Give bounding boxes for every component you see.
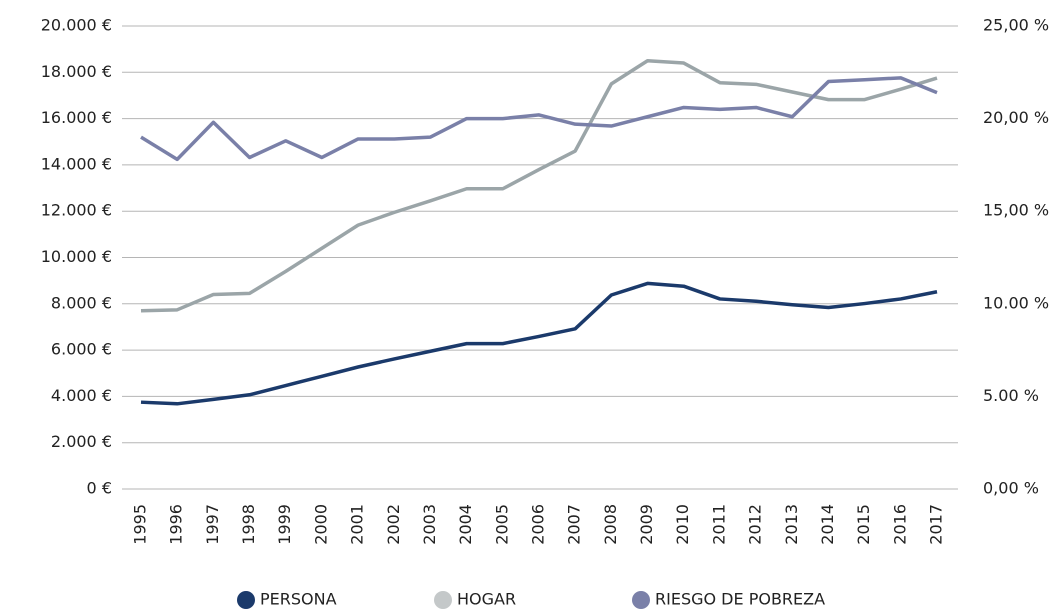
x-tick-label: 2015 [854,504,873,545]
y-tick-label: 8.000 € [51,293,112,312]
y2-tick-label: 20,00 % [983,108,1049,127]
series-line [140,281,938,406]
x-tick-label: 2002 [384,504,403,545]
x-tick-label: 2006 [529,504,548,545]
x-tick-label: 2003 [420,504,439,545]
x-tick-label: 2016 [890,504,909,545]
y-tick-label: 0 € [87,479,112,498]
y-tick-label: 16.000 € [41,108,112,127]
legend-label: HOGAR [457,590,516,609]
x-tick-label: 1996 [167,504,186,545]
x-tick-label: 1998 [239,504,258,545]
x-tick-label: 2000 [311,504,330,545]
x-tick-label: 2008 [601,504,620,545]
y-tick-label: 6.000 € [51,340,112,359]
series-line [140,58,938,313]
y-tick-label: 4.000 € [51,386,112,405]
series-line [140,76,938,162]
legend-label: RIESGO DE POBREZA [655,590,825,609]
x-tick-label: 2001 [348,504,367,545]
legend-marker [237,591,255,609]
x-tick-label: 2004 [456,504,475,545]
x-tick-label: 2012 [746,504,765,545]
y-tick-label: 2.000 € [51,432,112,451]
y2-tick-label: 25,00 % [983,16,1049,35]
x-tick-label: 2017 [927,504,946,545]
legend-marker [434,591,452,609]
legend-marker [632,591,650,609]
x-tick-label: 2011 [709,504,728,545]
x-tick-label: 2005 [492,504,511,545]
x-tick-label: 1999 [275,504,294,545]
legend-label: PERSONA [260,590,337,609]
x-tick-label: 2009 [637,504,656,545]
y2-tick-label: 10.00 % [983,293,1049,312]
y2-tick-label: 5.00 % [983,386,1039,405]
y2-tick-label: 15,00 % [983,201,1049,220]
y-tick-label: 10.000 € [41,247,112,266]
y2-tick-label: 0,00 % [983,479,1039,498]
x-tick-label: 2014 [818,504,837,545]
x-tick-label: 1997 [203,504,222,545]
x-tick-label: 2013 [782,504,801,545]
y-tick-label: 14.000 € [41,154,112,173]
x-tick-label: 1995 [131,504,150,545]
y-tick-label: 20.000 € [41,16,112,35]
x-tick-label: 2007 [565,504,584,545]
y-tick-label: 18.000 € [41,62,112,81]
x-tick-label: 2010 [673,504,692,545]
y-tick-label: 12.000 € [41,201,112,220]
